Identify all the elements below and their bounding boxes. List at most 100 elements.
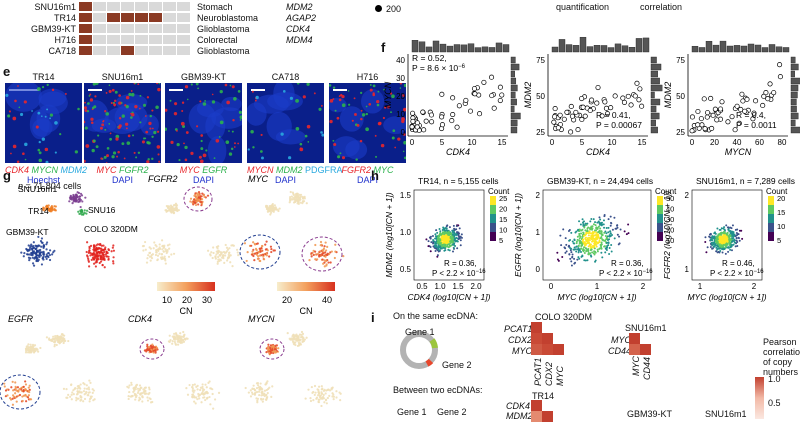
density-point [570, 264, 573, 267]
pearson-tick-05: 0.5 [768, 398, 781, 408]
umap-cell [86, 254, 89, 257]
density-point [717, 234, 720, 237]
umap-cell [199, 388, 202, 392]
y-tick-label: 50 [676, 92, 685, 101]
umap-cell [87, 386, 90, 389]
umap-cell [315, 397, 318, 400]
focus-dot [22, 152, 25, 156]
density-point [606, 241, 609, 244]
focus-dot [151, 127, 154, 130]
marginal-bar-top [607, 47, 615, 53]
scatter-point [734, 103, 740, 109]
density-point [590, 255, 593, 258]
marginal-bar-right [790, 105, 797, 113]
umap-cell [332, 398, 335, 401]
focus-dot [306, 124, 311, 129]
umap-cell [308, 259, 311, 262]
umap-cell [309, 397, 312, 400]
density-point [561, 255, 564, 258]
umap-cell [39, 239, 43, 243]
umap-cell [72, 393, 75, 396]
nucleus [275, 129, 306, 145]
scatter-point [568, 129, 574, 135]
umap-cell [136, 391, 140, 395]
density-point [709, 239, 712, 242]
count-tick: 40 [666, 205, 674, 214]
count-colorbar-seg [768, 205, 774, 214]
umap-cell [15, 400, 18, 403]
umap-cell [218, 258, 221, 261]
scatter-point [429, 119, 435, 125]
marginal-bar-top [754, 44, 762, 53]
umap-cell [323, 401, 326, 404]
focus-dot [365, 105, 368, 108]
focus-dot [355, 158, 358, 161]
focus-dot [339, 152, 342, 155]
density-point [725, 242, 728, 245]
scatter-point [714, 117, 720, 123]
nucleus [115, 94, 148, 112]
umap-cell [77, 210, 80, 213]
umap-cell [52, 251, 55, 254]
umap-cell [92, 262, 96, 265]
cn-tick: 20 [282, 295, 292, 305]
umap-cell [164, 209, 167, 212]
focus-dot [44, 115, 47, 118]
focus-dot [84, 109, 88, 112]
focus-dot [145, 130, 149, 134]
umap-cell [289, 196, 292, 199]
umap-cell [205, 386, 208, 389]
scatter-point [742, 108, 748, 114]
nucleus [207, 136, 227, 163]
density-point [720, 244, 723, 247]
focus-dot [204, 99, 207, 102]
focus-dot [118, 101, 122, 105]
matrix-cell [135, 2, 148, 11]
scatter-point [439, 91, 445, 97]
scatter-point [750, 116, 756, 122]
density-point [598, 221, 601, 224]
umap-cell [42, 255, 45, 258]
umap-cell [224, 254, 227, 257]
umap-cell [174, 342, 177, 345]
density-point [576, 235, 579, 238]
umap-cell [101, 249, 104, 252]
density-point [722, 234, 725, 237]
density-point [441, 228, 444, 231]
legend-value: 200 [386, 4, 402, 14]
scatter-point [771, 90, 777, 96]
x-tick-label: 5 [580, 138, 585, 147]
umap-cell [243, 242, 247, 245]
count-label: Count [488, 187, 510, 196]
density-point [583, 224, 586, 227]
umap-cell [154, 351, 157, 354]
umap-cell [74, 197, 78, 200]
focus-dot [130, 90, 133, 92]
cluster-label: SNU16 [88, 205, 116, 215]
umap-cell [304, 397, 307, 400]
heatmap-cell [531, 411, 542, 422]
scatter-point [491, 105, 497, 111]
umap-cell [46, 206, 50, 209]
umap-cell [75, 196, 79, 199]
umap-cell [269, 213, 272, 216]
scatter-point [499, 92, 505, 98]
scatter-point [594, 100, 600, 106]
density-point [573, 248, 576, 251]
umap-cell [210, 251, 213, 254]
stat-r: R = 0.52, [412, 53, 447, 63]
umap-cell [321, 387, 324, 390]
umap-cell [298, 193, 301, 196]
density-point [439, 245, 442, 248]
density-point [592, 252, 595, 255]
marginal-bar-right [650, 98, 661, 106]
umap-cell [278, 207, 281, 210]
umap-cell [45, 336, 48, 339]
umap-cell [88, 379, 91, 382]
cancer-type: Stomach [197, 2, 233, 12]
density-point [575, 230, 578, 233]
focus-dot [225, 140, 230, 144]
dapi-label: DAPI [274, 175, 296, 185]
umap-cell [197, 193, 200, 196]
umap-cell [3, 382, 6, 385]
